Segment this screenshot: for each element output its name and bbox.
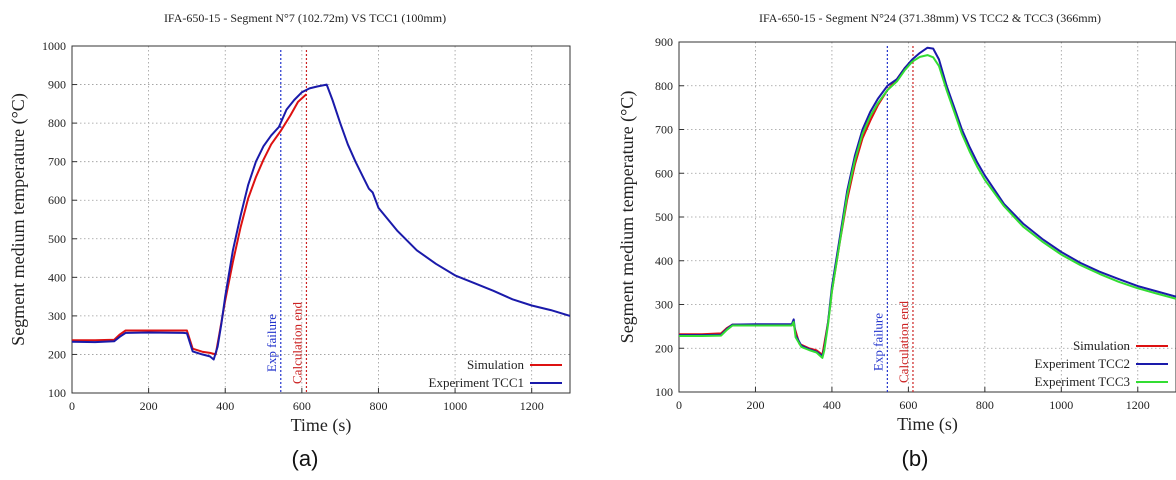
- y-axis-label: Segment medium temperature (°C): [8, 93, 29, 346]
- series-group: [679, 46, 1176, 359]
- series-line-2: [679, 46, 1176, 358]
- chart-title: IFA-650-15 - Segment N°24 (371.38mm) VS …: [759, 11, 1101, 25]
- legend-label: Simulation: [467, 357, 525, 372]
- x-tick-label: 400: [216, 399, 234, 413]
- y-tick-label: 200: [655, 341, 673, 355]
- y-tick-label: 1000: [42, 39, 66, 53]
- y-tick-label: 200: [48, 347, 66, 361]
- x-tick-label: 200: [140, 399, 158, 413]
- chart-panel-a: IFA-650-15 - Segment N°7 (102.72m) VS TC…: [8, 11, 571, 471]
- x-tick-label: 600: [293, 399, 311, 413]
- series-group: [72, 83, 570, 361]
- y-tick-label: 800: [655, 79, 673, 93]
- grid-lines: [679, 42, 1176, 392]
- x-tick-label: 800: [976, 398, 994, 412]
- x-tick-label: 600: [899, 398, 917, 412]
- x-tick-label: 200: [746, 398, 764, 412]
- marker-label: Exp failure: [264, 314, 279, 372]
- x-tick-label: 1200: [1126, 398, 1150, 412]
- chart-panel-b: IFA-650-15 - Segment N°24 (371.38mm) VS …: [617, 11, 1176, 471]
- marker-label: Exp failure: [870, 313, 885, 371]
- x-tick-label: 800: [369, 399, 387, 413]
- x-axis-label: Time (s): [897, 414, 958, 435]
- x-tick-label: 0: [69, 399, 75, 413]
- y-tick-label: 100: [655, 385, 673, 399]
- y-tick-label: 400: [655, 254, 673, 268]
- x-tick-label: 1000: [443, 399, 467, 413]
- x-tick-label: 1200: [520, 399, 544, 413]
- x-tick-label: 400: [823, 398, 841, 412]
- marker-label: Calculation end: [896, 301, 911, 383]
- y-tick-label: 100: [48, 386, 66, 400]
- panel-label: (b): [902, 446, 929, 471]
- grid-lines: [72, 46, 570, 393]
- series-line-2: [72, 83, 570, 361]
- y-tick-label: 900: [48, 78, 66, 92]
- y-tick-label: 400: [48, 270, 66, 284]
- plot-frame: [71, 45, 571, 394]
- marker-label: Calculation end: [289, 302, 304, 384]
- y-tick-label: 500: [655, 210, 673, 224]
- y-tick-label: 900: [655, 35, 673, 49]
- y-axis-label: Segment medium temperature (°C): [617, 91, 638, 344]
- y-tick-label: 600: [655, 166, 673, 180]
- x-tick-label: 1000: [1049, 398, 1073, 412]
- y-tick-label: 800: [48, 116, 66, 130]
- legend-label: Experiment TCC2: [1035, 356, 1130, 371]
- y-tick-label: 500: [48, 232, 66, 246]
- x-axis-label: Time (s): [291, 415, 352, 436]
- y-tick-label: 300: [48, 309, 66, 323]
- panel-label: (a): [292, 446, 319, 471]
- x-tick-label: 0: [676, 398, 682, 412]
- y-tick-label: 700: [655, 123, 673, 137]
- legend-label: Simulation: [1073, 338, 1131, 353]
- chart-title: IFA-650-15 - Segment N°7 (102.72m) VS TC…: [164, 11, 446, 25]
- legend-label: Experiment TCC3: [1035, 374, 1130, 389]
- series-line-3: [679, 54, 1176, 359]
- y-tick-label: 700: [48, 155, 66, 169]
- y-tick-label: 600: [48, 193, 66, 207]
- legend-label: Experiment TCC1: [429, 375, 524, 390]
- y-tick-label: 300: [655, 298, 673, 312]
